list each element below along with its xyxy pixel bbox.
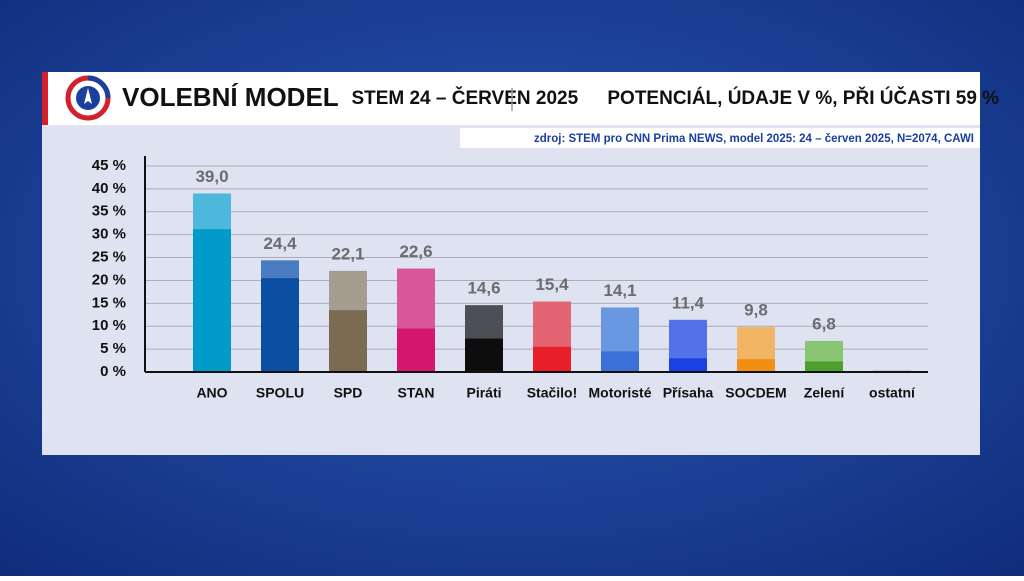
value-label: 15,4 (535, 275, 569, 294)
bar (329, 310, 367, 372)
y-tick-label: 10 % (92, 317, 126, 334)
value-label: 14,1 (603, 281, 636, 300)
x-tick-label: ANO (196, 385, 227, 401)
subtitle-2: POTENCIÁL, ÚDAJE V %, PŘI ÚČASTI 59 % (607, 87, 999, 109)
bar (465, 339, 503, 372)
y-tick-label: 20 % (92, 271, 126, 288)
bar (193, 229, 231, 372)
y-tick-label: 25 % (92, 249, 126, 266)
y-tick-label: 45 % (92, 157, 126, 174)
value-label: 22,1 (331, 244, 364, 263)
bar (737, 359, 775, 372)
y-tick-label: 15 % (92, 294, 126, 311)
x-tick-label: SOCDEM (725, 385, 786, 401)
value-label: 39,0 (195, 167, 228, 186)
y-tick-label: 30 % (92, 226, 126, 243)
bar (533, 347, 571, 372)
value-label: 11,4 (672, 293, 705, 312)
source: zdroj: STEM pro CNN Prima NEWS, model 20… (534, 133, 974, 145)
x-tick-label: Stačilo! (527, 385, 578, 401)
value-label: 9,8 (744, 301, 768, 320)
x-tick-label: Přísaha (663, 385, 714, 401)
bar (261, 278, 299, 372)
value-label: 22,6 (399, 242, 432, 261)
bar (601, 351, 639, 372)
y-tick-label: 5 % (100, 340, 126, 357)
x-tick-label: Zelení (804, 385, 846, 401)
value-label: 24,4 (263, 234, 297, 253)
value-label: 14,6 (467, 279, 500, 298)
x-tick-label: SPD (334, 385, 363, 401)
x-tick-label: Piráti (466, 385, 501, 401)
y-tick-label: 35 % (92, 203, 126, 220)
x-tick-label: SPOLU (256, 385, 304, 401)
x-tick-label: ostatní (869, 385, 916, 401)
header-accent (42, 72, 48, 125)
y-tick-label: 0 % (100, 363, 126, 380)
bar (805, 361, 843, 372)
x-tick-label: STAN (397, 385, 434, 401)
bar (397, 329, 435, 372)
subtitle: STEM 24 – ČERVEN 2025 (351, 87, 578, 109)
y-tick-label: 40 % (92, 180, 126, 197)
value-label: 6,8 (812, 314, 836, 333)
bar (669, 358, 707, 372)
x-tick-label: Motoristé (589, 385, 652, 401)
chart-panel (42, 125, 980, 455)
title: VOLEBNÍ MODEL (122, 82, 339, 112)
